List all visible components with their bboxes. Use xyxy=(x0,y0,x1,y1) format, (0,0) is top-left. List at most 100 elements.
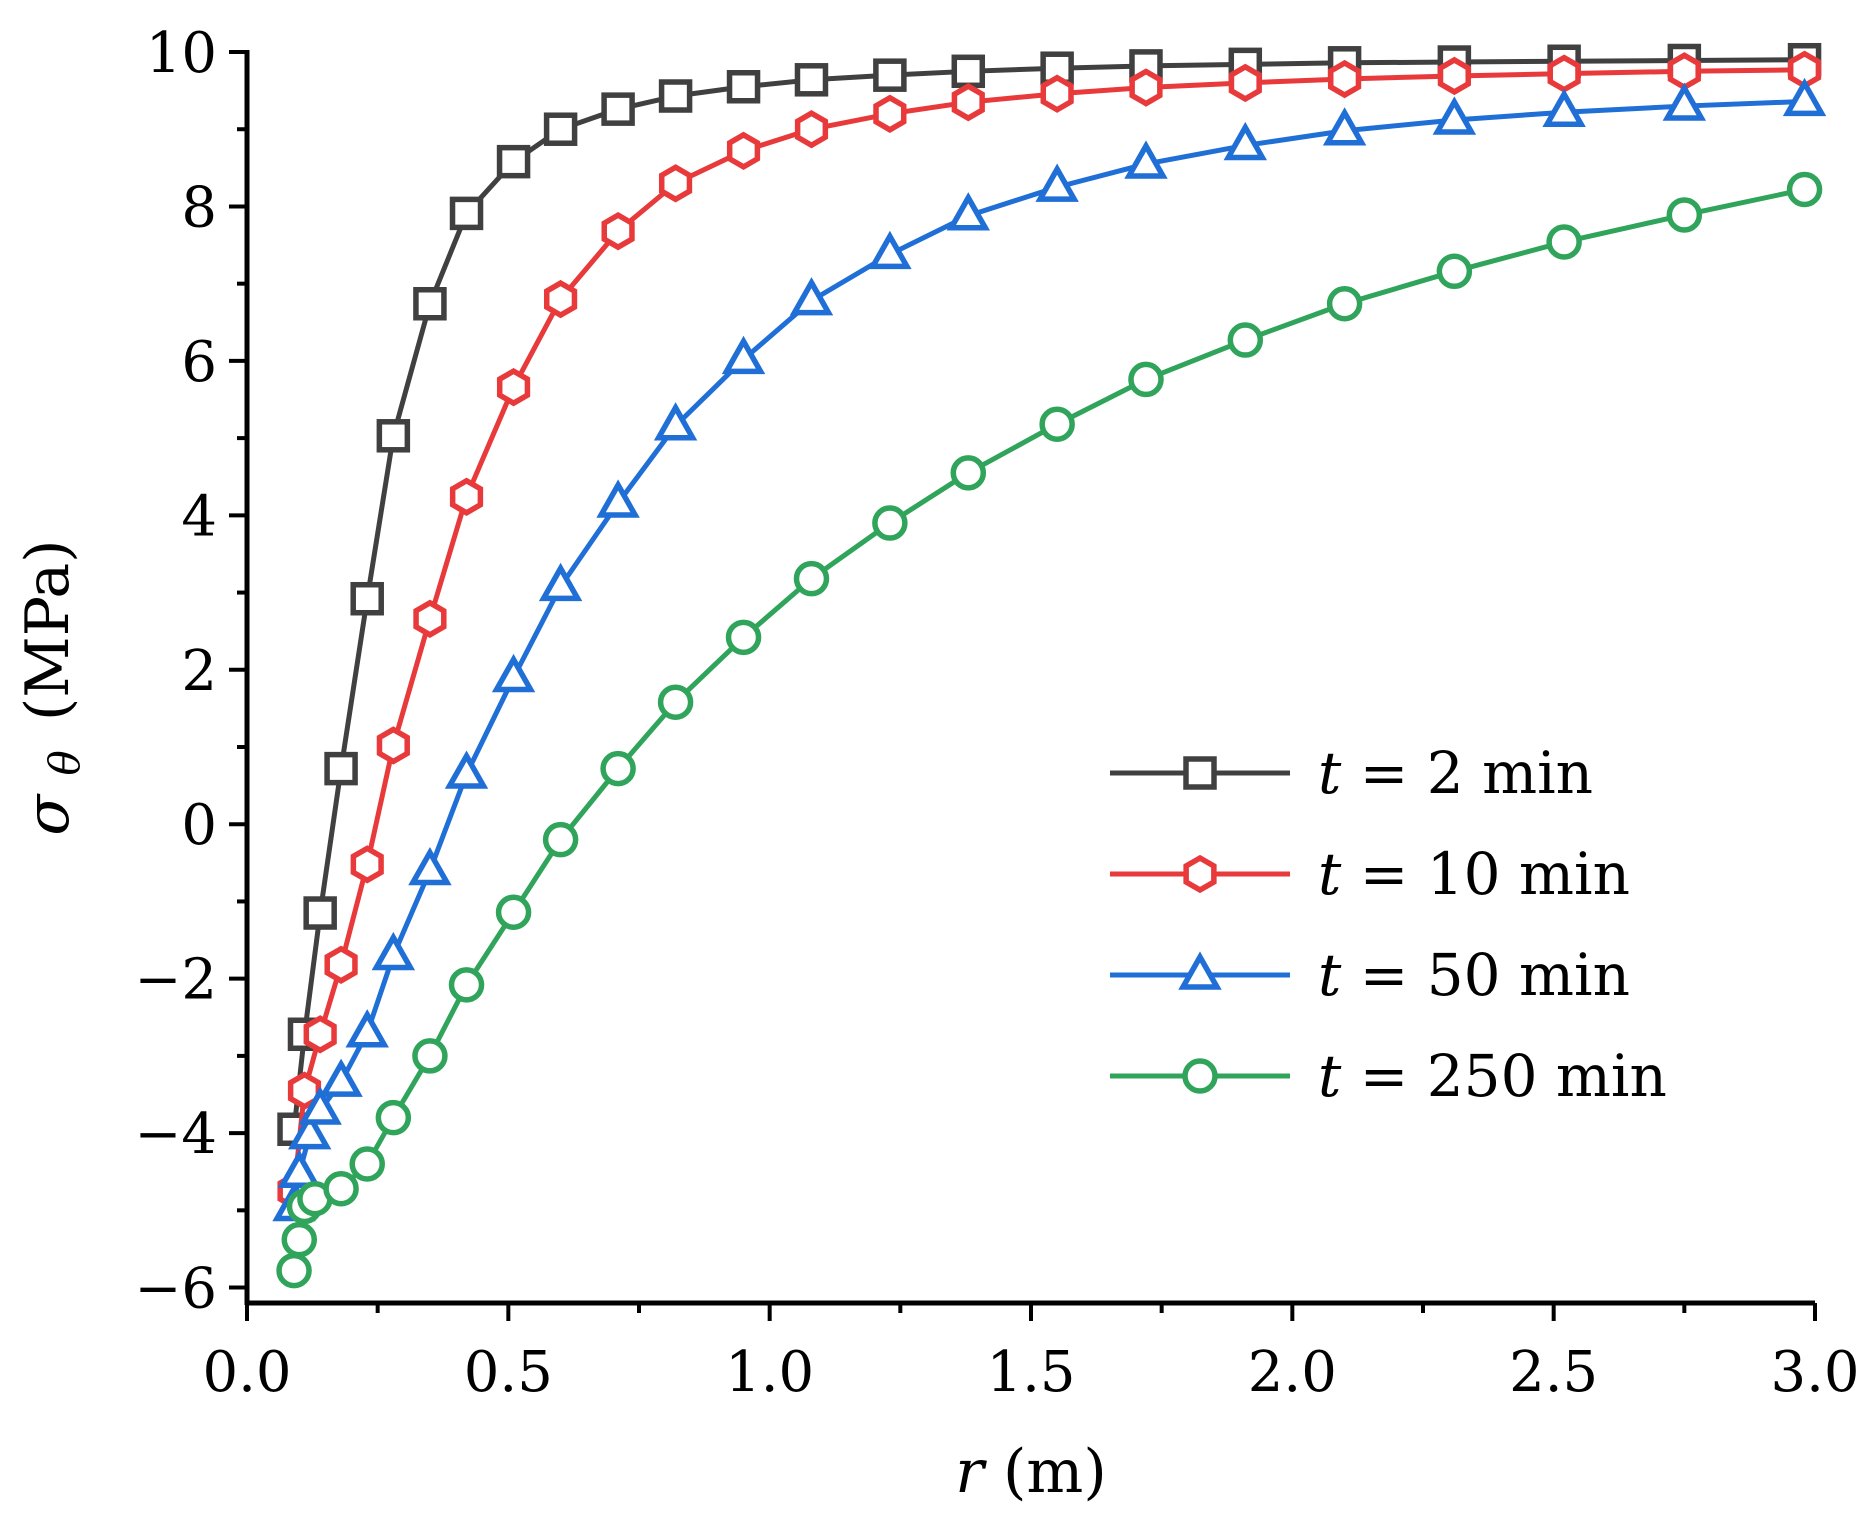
data-point xyxy=(413,286,447,321)
legend-label-var: t xyxy=(1318,1042,1342,1110)
data-point xyxy=(1666,197,1703,233)
data-point xyxy=(319,1058,363,1097)
data-point xyxy=(793,560,830,597)
series-2 xyxy=(277,50,1822,1211)
y-axis-subscript: θ xyxy=(40,750,89,775)
y-tick-label: −4 xyxy=(134,1102,217,1167)
x-tick-label: 0.0 xyxy=(202,1340,291,1405)
data-point xyxy=(657,684,694,720)
data-point xyxy=(1228,63,1262,103)
x-tick-label: 2.0 xyxy=(1248,1340,1337,1405)
ticks: 0.0 0.5 1.0 1.5 2.0 2.5 3.0 −6 −4 −2 0 2 4 6 8 10 xyxy=(134,21,1859,1405)
data-point xyxy=(873,58,907,92)
x-axis-unit: (m) xyxy=(1003,1437,1107,1507)
x-tick-label: 3.0 xyxy=(1770,1340,1859,1405)
data-point xyxy=(1546,224,1582,260)
data-point xyxy=(872,505,908,541)
legend-label: t = 2 min xyxy=(1318,739,1593,807)
data-point xyxy=(1326,285,1363,322)
series-line xyxy=(291,57,1805,1130)
y-tick-label: 8 xyxy=(181,175,217,240)
x-tick-label: 2.5 xyxy=(1509,1340,1598,1405)
data-point xyxy=(1223,121,1268,161)
data-point xyxy=(950,455,987,491)
data-point xyxy=(596,479,640,518)
legend-label: t = 10 min xyxy=(1318,840,1630,908)
data-point xyxy=(496,367,531,407)
data-point xyxy=(1786,171,1823,208)
data-point xyxy=(794,110,829,149)
y-tick-label: 2 xyxy=(181,639,217,704)
data-point xyxy=(350,845,384,884)
series-3 xyxy=(272,77,1827,1222)
data-point xyxy=(449,196,484,231)
y-tick-label: 6 xyxy=(181,330,217,395)
data-point xyxy=(951,83,985,122)
data-point xyxy=(345,1009,389,1048)
y-tick-label: −6 xyxy=(134,1257,217,1322)
data-point xyxy=(496,144,531,179)
legend-label-var: t xyxy=(1318,840,1342,908)
data-point xyxy=(1327,59,1362,99)
legend-item-1: t = 2 min xyxy=(1110,739,1593,807)
data-point xyxy=(600,750,636,787)
data-point xyxy=(349,1146,385,1182)
data-point xyxy=(1035,163,1079,202)
data-point xyxy=(721,335,766,375)
data-point xyxy=(376,726,410,765)
data-point xyxy=(868,230,912,270)
data-point xyxy=(658,164,693,203)
series-line xyxy=(291,98,1805,1207)
data-point xyxy=(288,1111,332,1150)
data-point xyxy=(277,1149,321,1189)
data-point xyxy=(789,277,834,316)
data-point xyxy=(323,1170,359,1207)
data-point xyxy=(873,94,907,133)
legend-label-text: = 10 min xyxy=(1341,840,1630,908)
legend-marker xyxy=(1178,951,1222,990)
data-point xyxy=(542,821,579,858)
y-axis-unit: (MPa) xyxy=(13,539,83,721)
y-tick-label: 4 xyxy=(181,484,217,549)
data-point xyxy=(303,1015,337,1054)
data-point xyxy=(350,581,384,616)
legend-item-4: t = 250 min xyxy=(1110,1042,1667,1110)
legend-marker xyxy=(1183,854,1217,894)
data-point xyxy=(449,477,484,516)
data-point xyxy=(287,1071,322,1110)
data-point xyxy=(413,599,447,638)
data-point xyxy=(794,63,829,97)
data-point xyxy=(298,1086,342,1125)
data-point xyxy=(1437,56,1471,96)
data-point xyxy=(1227,322,1264,358)
data-point xyxy=(601,92,635,126)
legend-marker xyxy=(1183,756,1217,790)
data-point xyxy=(543,279,578,319)
legend-marker xyxy=(1182,1058,1218,1094)
data-point xyxy=(601,211,635,251)
data-point xyxy=(1129,68,1163,107)
data-point xyxy=(375,1099,412,1136)
data-point xyxy=(376,419,411,453)
data-point xyxy=(1436,253,1473,290)
data-point xyxy=(408,846,452,886)
data-point xyxy=(1040,74,1074,113)
legend-item-2: t = 10 min xyxy=(1110,840,1630,908)
data-point xyxy=(1039,406,1075,442)
data-point xyxy=(1782,77,1827,117)
series-line xyxy=(291,67,1805,1192)
legend-label-text: = 50 min xyxy=(1341,941,1630,1009)
y-axis-symbol: σ xyxy=(13,793,83,836)
data-point xyxy=(491,653,536,693)
data-point xyxy=(1432,96,1477,135)
y-tick-label: 0 xyxy=(181,793,217,858)
data-point xyxy=(303,896,337,930)
x-tick-label: 1.0 xyxy=(725,1340,814,1405)
data-point xyxy=(1542,88,1586,127)
x-axis-symbol: r xyxy=(955,1437,987,1507)
data-point xyxy=(371,931,416,971)
x-axis-title: r (m) xyxy=(955,1437,1106,1507)
data-point xyxy=(412,1038,448,1074)
